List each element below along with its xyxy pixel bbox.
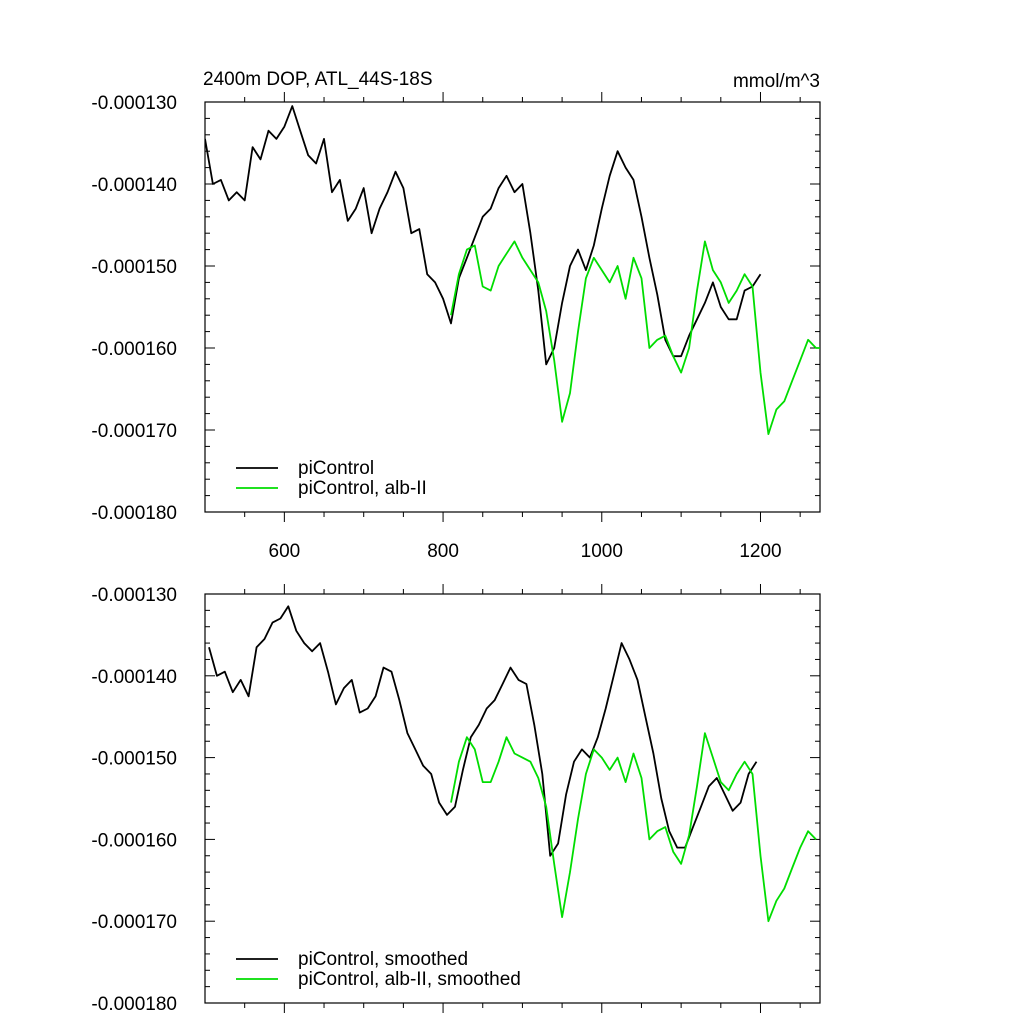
y-tick-label: -0.000160 (91, 830, 177, 851)
series-line-picontrol-alb-ii (450, 732, 817, 923)
y-tick-label: -0.000130 (91, 93, 177, 114)
y-tick-label: -0.000150 (91, 749, 177, 770)
x-tick-label: 800 (427, 541, 459, 562)
units-label: mmol/m^3 (733, 71, 820, 92)
y-tick-label: -0.000170 (91, 421, 177, 442)
y-tick-label: -0.000140 (91, 175, 177, 196)
x-tick-label: 600 (269, 541, 301, 562)
y-tick-label: -0.000180 (91, 503, 177, 524)
legend-label: piControl, alb-II, smoothed (298, 969, 521, 990)
legend-label: piControl (298, 458, 374, 479)
series-line-picontrol (208, 605, 758, 857)
series-line-picontrol (205, 105, 762, 366)
y-tick-label: -0.000180 (91, 994, 177, 1015)
y-tick-label: -0.000150 (91, 257, 177, 278)
series-line-picontrol-alb-ii (450, 240, 820, 436)
y-tick-label: -0.000140 (91, 667, 177, 688)
y-tick-label: -0.000160 (91, 339, 177, 360)
plot-frame (204, 101, 821, 513)
y-tick-label: -0.000130 (91, 585, 177, 606)
plot-frame (204, 593, 821, 1004)
y-tick-label: -0.000170 (91, 912, 177, 933)
x-tick-label: 1000 (581, 541, 623, 562)
legend-label: piControl, smoothed (298, 949, 468, 970)
panel-title: 2400m DOP, ATL_44S-18S (203, 69, 433, 90)
panel-top: -0.000130 -0.000140 -0.000150 -0.000160 -0.0… (91, 92, 821, 562)
x-tick-label: 1200 (739, 541, 781, 562)
legend-label: piControl, alb-II (298, 478, 427, 499)
panel-bottom: -0.000130 -0.000140 -0.000150 -0.000160 -0.0… (91, 584, 821, 1015)
